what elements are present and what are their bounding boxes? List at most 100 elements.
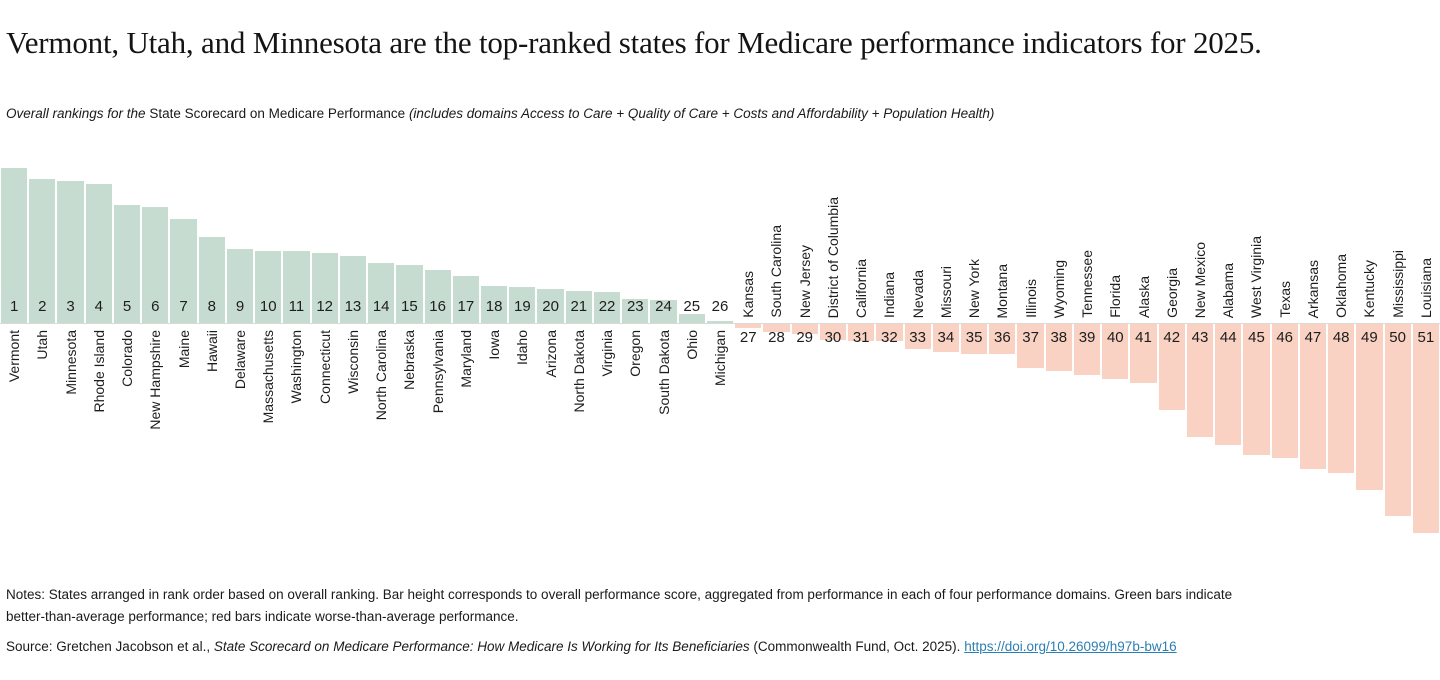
state-bar: [368, 263, 395, 323]
rank-label: 17: [457, 298, 475, 315]
bar-column: 8 Hawaii: [198, 0, 226, 680]
bar-column: 43 New Mexico: [1186, 0, 1214, 680]
bar-column: 40 Florida: [1101, 0, 1129, 680]
state-bar: [339, 256, 367, 323]
bar-column: 21 North Dakota: [565, 0, 593, 680]
state-bar: [424, 270, 451, 323]
source-suffix: (Commonwealth Fund, Oct. 2025).: [749, 639, 965, 654]
state-label: Texas: [1276, 281, 1293, 318]
rank-label: 45: [1248, 329, 1265, 346]
state-label: Indiana: [881, 272, 898, 318]
state-bar: [876, 324, 903, 341]
bar-column: 11 Washington: [282, 0, 310, 680]
state-bar: [848, 324, 875, 341]
state-label: Missouri: [937, 265, 954, 318]
state-label: North Carolina: [373, 330, 390, 421]
state-label: Iowa: [486, 330, 503, 360]
state-bar: [226, 249, 254, 323]
rank-label: 50: [1389, 329, 1406, 346]
rank-label: 27: [739, 329, 757, 346]
source-report-title: State Scorecard on Medicare Performance:…: [213, 639, 750, 654]
state-label: Hawaii: [203, 330, 220, 373]
rank-label: 2: [38, 298, 47, 315]
state-bar: [1384, 324, 1411, 516]
rank-label: 14: [372, 298, 390, 315]
state-label: Maine: [175, 330, 192, 369]
bar-column: 3 Minnesota: [56, 0, 84, 680]
rank-label: 28: [768, 329, 785, 346]
rank-label: 39: [1078, 329, 1096, 346]
state-bar: [283, 251, 310, 323]
state-bar: [198, 237, 225, 323]
state-bar: [1243, 324, 1270, 455]
bar-column: 51 Louisiana: [1412, 0, 1440, 680]
bar-column: 35 New York: [960, 0, 988, 680]
state-bar: [763, 324, 790, 332]
state-label: Rhode Island: [90, 330, 107, 413]
state-label: Alaska: [1135, 275, 1152, 318]
bar-column: 36 Montana: [988, 0, 1016, 680]
bar-column: 29 New Jersey: [791, 0, 819, 680]
bar-column: 45 West Virginia: [1242, 0, 1270, 680]
subtitle-scorecard-name: State Scorecard on Medicare Performance: [149, 106, 409, 121]
subtitle-domains: (includes domains Access to Care + Quali…: [408, 106, 995, 121]
state-bar: [509, 287, 536, 323]
state-label: Arizona: [542, 330, 559, 378]
bar-column: 7 Maine: [169, 0, 197, 680]
state-label: Kansas: [740, 271, 757, 318]
state-bar: [1356, 324, 1383, 490]
rank-label: 9: [235, 298, 245, 315]
state-bar: [113, 205, 141, 323]
bar-column: 49 Kentucky: [1355, 0, 1383, 680]
rank-label: 35: [965, 329, 983, 346]
bar-column: 32 Indiana: [875, 0, 903, 680]
rank-label: 36: [994, 329, 1011, 346]
rank-label: 26: [711, 298, 729, 315]
bar-column: 34 Missouri: [932, 0, 960, 680]
state-label: South Carolina: [768, 225, 785, 318]
state-bar: [1017, 324, 1044, 368]
rank-label: 43: [1191, 329, 1209, 346]
chart-notes: Notes: States arranged in rank order bas…: [6, 587, 1233, 624]
state-label: Oklahoma: [1333, 254, 1350, 318]
state-label: North Dakota: [570, 330, 587, 413]
state-label: South Dakota: [655, 330, 672, 415]
state-label: Louisiana: [1417, 258, 1434, 318]
state-label: Virginia: [599, 330, 616, 377]
rank-label: 1: [9, 298, 19, 315]
state-bar: [1102, 324, 1129, 379]
rank-label: 42: [1163, 329, 1181, 346]
state-bar: [593, 292, 621, 323]
state-label: Arkansas: [1304, 259, 1321, 318]
bar-column: 13 Wisconsin: [339, 0, 367, 680]
rank-label: 40: [1106, 329, 1124, 346]
state-label: New Mexico: [1191, 241, 1208, 318]
state-bar: [1158, 324, 1185, 410]
source-prefix: Source: Gretchen Jacobson et al.,: [6, 639, 214, 654]
bar-column: 6 New Hampshire: [141, 0, 169, 680]
state-bar: [735, 324, 762, 328]
bar-column: 38 Wyoming: [1045, 0, 1073, 680]
state-bar: [1186, 324, 1214, 437]
rank-label: 33: [909, 329, 926, 346]
bar-column: 17 Maryland: [452, 0, 480, 680]
state-label: Oregon: [627, 330, 644, 377]
bar-column: 19 Idaho: [508, 0, 536, 680]
state-bar: [57, 181, 84, 323]
bar-column: 26 Michigan: [706, 0, 734, 680]
rank-label: 30: [824, 329, 842, 346]
page-title: Vermont, Utah, and Minnesota are the top…: [6, 24, 1262, 60]
bar-column: 14 North Carolina: [367, 0, 395, 680]
doi-link[interactable]: https://doi.org/10.26099/h97b-bw16: [964, 639, 1177, 654]
state-label: California: [853, 258, 870, 318]
rank-label: 51: [1417, 329, 1435, 346]
bar-column: 31 California: [847, 0, 875, 680]
state-bar: [706, 321, 734, 323]
rank-label: 34: [937, 329, 955, 346]
state-bar: [904, 324, 931, 349]
rank-label: 4: [94, 298, 103, 315]
state-label: Georgia: [1163, 268, 1180, 318]
rank-label: 11: [288, 298, 305, 315]
rank-label: 24: [655, 298, 672, 315]
